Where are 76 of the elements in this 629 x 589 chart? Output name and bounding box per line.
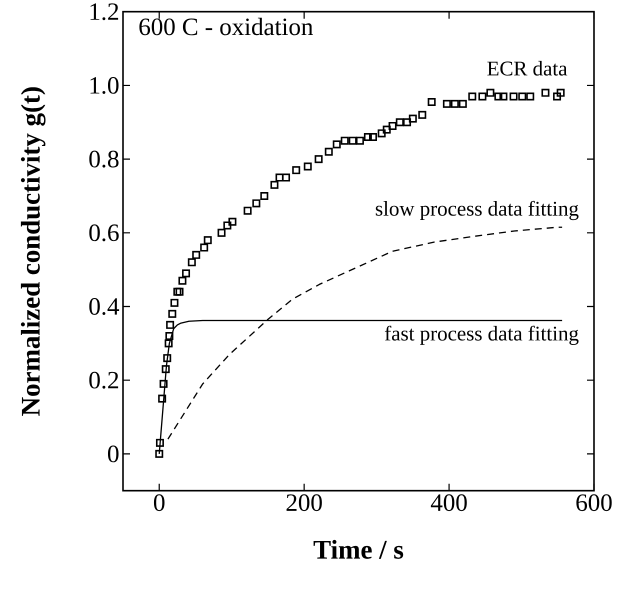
point [204, 236, 212, 244]
point [164, 339, 173, 348]
point [499, 92, 508, 101]
point [162, 365, 170, 374]
point [356, 136, 364, 145]
point [170, 298, 178, 307]
point [228, 218, 236, 226]
point [468, 92, 476, 101]
point [378, 129, 386, 138]
point [478, 92, 486, 101]
point [182, 269, 190, 278]
x-tick-label: 200 [286, 494, 322, 512]
point [348, 136, 357, 145]
point [556, 88, 565, 97]
point [244, 206, 252, 215]
point [526, 92, 534, 101]
point [403, 118, 412, 126]
point [428, 98, 436, 106]
x-tick-label: 600 [576, 494, 612, 512]
x-tick-label: 0 [154, 494, 165, 512]
point [314, 155, 323, 164]
point [165, 332, 174, 340]
y-axis-title: Normalized conductivity g(t) [20, 87, 46, 416]
point [396, 118, 404, 126]
series-label: slow process data fitting [376, 200, 579, 220]
point [340, 136, 349, 145]
point [160, 380, 168, 388]
point [388, 122, 397, 130]
point [260, 192, 268, 200]
point [176, 288, 184, 296]
legend-label: fast process data fitting [384, 326, 579, 346]
point [158, 394, 166, 403]
point [364, 133, 372, 142]
point [304, 162, 312, 171]
y-tick-label: 0 [108, 446, 119, 462]
annotation: 600 C - oxidation [139, 18, 313, 36]
point [486, 88, 494, 97]
point [156, 438, 164, 447]
y-tick-label: 0.6 [89, 224, 119, 242]
point [518, 92, 526, 101]
point [450, 100, 459, 108]
point [442, 100, 451, 108]
point [173, 288, 182, 296]
y-tick-label: 0.4 [89, 298, 120, 316]
point [188, 258, 196, 266]
point [292, 166, 300, 174]
point [382, 126, 391, 134]
point [155, 450, 164, 458]
point [332, 140, 341, 149]
point [324, 148, 333, 156]
x-axis-title: Time / s [314, 540, 404, 559]
point [368, 133, 377, 142]
y-tick-label: 0.2 [89, 372, 118, 389]
series-label: ECR data [487, 61, 568, 76]
point [178, 276, 186, 285]
point [418, 111, 426, 120]
point [192, 251, 200, 260]
point [252, 199, 260, 208]
point [541, 88, 550, 97]
y-tick-label: 1.2 [90, 3, 118, 20]
point [270, 181, 278, 190]
point [223, 222, 232, 230]
point [163, 354, 172, 362]
y-tick-label: 0.8 [89, 150, 119, 168]
point [166, 321, 174, 330]
point [200, 244, 208, 252]
point [458, 100, 467, 108]
point [168, 310, 176, 318]
point [276, 174, 284, 182]
point [218, 228, 226, 237]
point [494, 92, 502, 101]
point [408, 114, 417, 123]
point [510, 92, 518, 101]
x-tick-label: 400 [430, 494, 467, 512]
point [553, 92, 562, 101]
y-tick-label: 1.0 [90, 77, 119, 94]
